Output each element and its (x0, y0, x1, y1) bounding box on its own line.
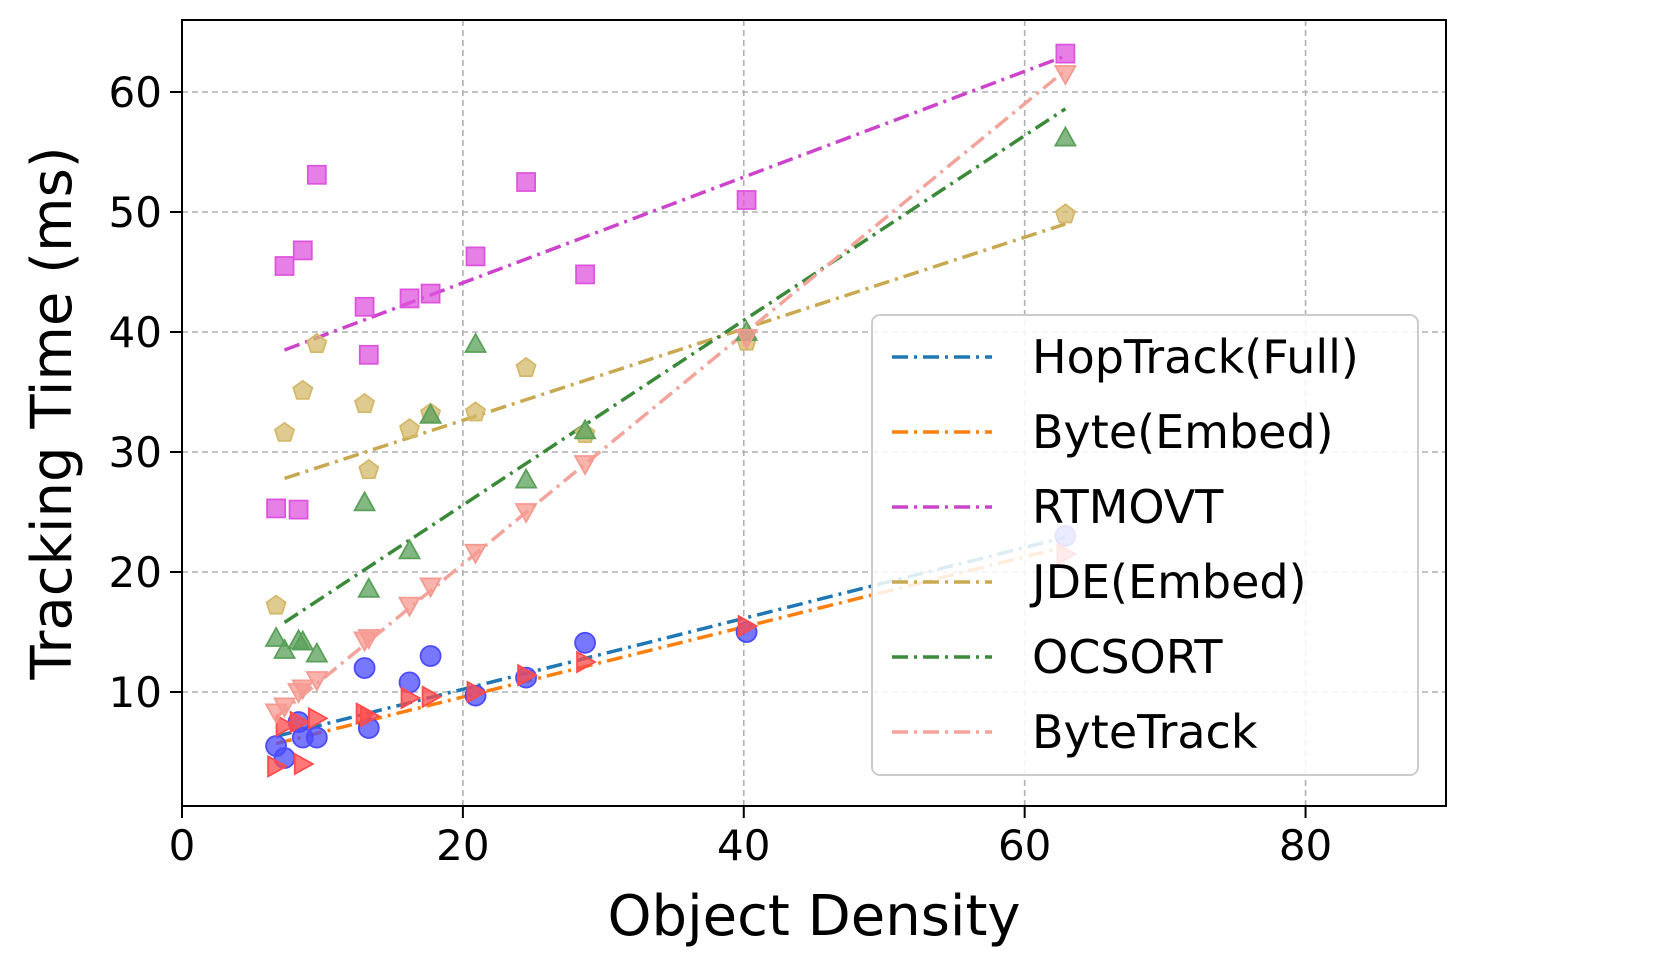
data-point (400, 686, 422, 710)
data-point (275, 714, 297, 738)
fit-line (283, 107, 1067, 624)
y-tick-label: 60 (109, 68, 162, 117)
data-point (293, 752, 315, 776)
data-point (291, 629, 315, 651)
legend-label: RTMOVT (1032, 480, 1224, 534)
legend-label: HopTrack(Full) (1032, 330, 1359, 384)
x-tick-label: 40 (717, 821, 770, 870)
legend-box (871, 314, 1419, 776)
data-point (516, 172, 536, 192)
legend: HopTrack(Full) Byte(Embed) RTMOVT JDE(Embed… (871, 314, 1419, 776)
data-point (419, 645, 442, 667)
data-point (465, 246, 486, 267)
legend-label: OCSORT (1032, 630, 1223, 684)
data-point (305, 641, 329, 663)
data-point (464, 401, 487, 422)
data-point (573, 455, 597, 476)
data-point (307, 706, 329, 730)
data-point (357, 576, 381, 598)
data-point (736, 190, 757, 210)
y-tick-label: 10 (109, 668, 162, 717)
data-point (273, 421, 296, 442)
data-point (463, 543, 488, 565)
data-point (353, 657, 376, 679)
data-point (306, 164, 327, 185)
data-point (353, 490, 377, 512)
data-point (466, 680, 488, 704)
data-point (420, 283, 441, 304)
y-axis-label: Tracking Time (ms) (20, 146, 85, 680)
data-point (399, 288, 420, 309)
data-point (735, 329, 759, 350)
plot-frame (181, 19, 1447, 807)
data-point (514, 503, 538, 524)
data-point (305, 671, 329, 692)
x-tick-label: 80 (1279, 821, 1332, 870)
data-point (305, 726, 328, 749)
data-point (575, 264, 595, 285)
data-point (573, 418, 597, 440)
data-point (289, 710, 311, 734)
data-point (288, 499, 309, 520)
data-point (574, 631, 596, 654)
data-point (576, 650, 597, 674)
data-point (292, 240, 313, 261)
x-tick-label: 20 (436, 821, 489, 870)
data-point (737, 614, 759, 638)
axis-ticks: 0 20 40 60 80 10 20 30 40 50 60 (109, 68, 1333, 870)
data-point (306, 332, 328, 353)
y-tick-label: 40 (109, 308, 162, 357)
data-point (397, 596, 422, 618)
data-point (397, 538, 422, 560)
data-point (1055, 43, 1076, 64)
data-point (267, 754, 288, 778)
x-tick-label: 60 (998, 821, 1051, 870)
fit-line (275, 545, 1066, 746)
y-tick-label: 30 (109, 428, 162, 477)
data-point (272, 697, 297, 719)
x-axis-label: Object Density (607, 884, 1020, 949)
data-point (398, 418, 421, 439)
data-point (1053, 65, 1077, 86)
data-point (358, 344, 379, 365)
data-point (463, 332, 488, 353)
data-point (1054, 203, 1076, 224)
data-point (354, 296, 375, 317)
y-tick-label: 20 (109, 548, 162, 597)
data-point (517, 663, 538, 687)
data-point (358, 458, 380, 479)
data-point (291, 679, 315, 701)
data-point (419, 577, 443, 599)
data-point (265, 594, 287, 615)
data-point (357, 629, 381, 650)
data-point (419, 402, 443, 424)
legend-label: ByteTrack (1032, 705, 1258, 759)
data-point (514, 467, 538, 489)
data-point (266, 498, 286, 519)
grid-layer (182, 20, 1446, 806)
data-point (421, 685, 443, 709)
legend-label: JDE(Embed) (1029, 555, 1307, 609)
x-tick-label: 0 (169, 821, 196, 870)
data-point (359, 704, 381, 728)
data-point (274, 256, 295, 276)
data-points (264, 43, 1078, 778)
data-point (515, 356, 537, 377)
data-point (1053, 125, 1077, 147)
data-point (354, 392, 376, 413)
data-point (292, 379, 314, 400)
data-point (264, 626, 288, 647)
legend-label: Byte(Embed) (1032, 405, 1334, 459)
y-tick-label: 50 (109, 188, 162, 237)
